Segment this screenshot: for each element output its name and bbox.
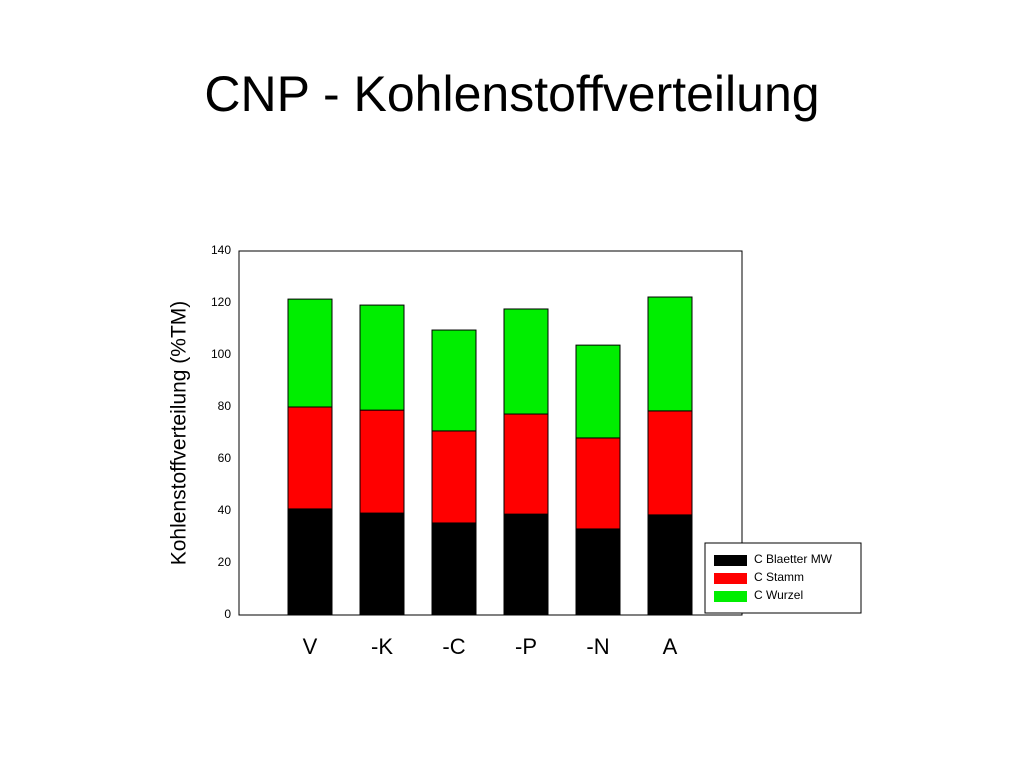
legend-label: C Stamm [754,570,804,584]
bar-segment [287,406,333,510]
legend-swatch [714,591,747,602]
x-tick-label: -N [586,634,609,659]
bar-segment [287,508,333,616]
y-tick-label: 120 [211,295,231,309]
x-tick-label: -C [442,634,465,659]
y-tick-label: 140 [211,243,231,257]
plot-frame [238,250,743,616]
bar-segment [359,304,405,411]
bar-segment [287,298,333,408]
legend-label: C Wurzel [754,588,803,602]
bar-segment [503,513,549,616]
legend-label: C Blaetter MW [754,552,833,566]
bar-segment [503,308,549,415]
bar-segment [359,409,405,514]
legend-swatch [714,573,747,584]
x-tick-label: V [303,634,318,659]
bar-segment [503,413,549,515]
y-tick-label: 0 [224,607,231,621]
y-tick-label: 100 [211,347,231,361]
y-tick-label: 40 [218,503,232,517]
bar-segment [359,512,405,616]
bar-segment [575,528,621,616]
bar-segment [575,437,621,530]
x-tick-label: -K [371,634,393,659]
x-tick-label: -P [515,634,537,659]
bar-segment [647,296,693,412]
legend-swatch [714,555,747,566]
bar-segment [647,514,693,616]
x-tick-label: A [663,634,678,659]
y-axis-label: Kohlenstoffverteilung (%TM) [168,301,191,566]
y-tick-label: 80 [218,399,232,413]
bar-segment [431,522,477,616]
slide-title: CNP - Kohlenstoffverteilung [204,66,819,122]
bar-segment [575,344,621,439]
bar-segment [431,329,477,432]
y-tick-label: 60 [218,451,232,465]
bar-segment [431,430,477,524]
bar-segment [647,410,693,516]
y-tick-label: 20 [218,555,232,569]
